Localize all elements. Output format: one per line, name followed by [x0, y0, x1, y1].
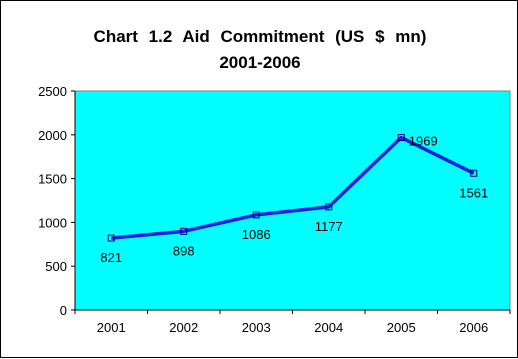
data-label: 898 — [173, 243, 195, 258]
chart-subtitle: 2001-2006 — [219, 53, 301, 72]
y-tick-label: 1000 — [38, 215, 67, 230]
data-point — [107, 234, 115, 242]
data-point — [397, 134, 405, 142]
x-tick-label: 2001 — [97, 320, 126, 335]
data-point — [180, 227, 188, 235]
y-tick-label: 2000 — [38, 128, 67, 143]
data-point — [325, 203, 333, 211]
x-tick-label: 2006 — [459, 320, 488, 335]
data-point — [470, 169, 478, 177]
data-label: 1969 — [409, 134, 438, 149]
x-tick-label: 2002 — [169, 320, 198, 335]
x-tick-label: 2003 — [242, 320, 271, 335]
data-label: 1177 — [315, 219, 343, 234]
y-tick-label: 2500 — [38, 84, 67, 99]
y-tick-label: 0 — [60, 303, 67, 318]
data-point — [252, 211, 260, 219]
plot-area — [74, 90, 511, 311]
series-line — [111, 135, 475, 240]
chart-title: Chart 1.2 Aid Commitment (US $ mn) — [93, 27, 427, 46]
data-label: 1086 — [242, 227, 271, 242]
data-label: 1561 — [459, 185, 488, 200]
data-label: 821 — [100, 250, 122, 265]
x-tick-label: 2004 — [314, 320, 343, 335]
y-tick-label: 1500 — [38, 172, 67, 187]
y-tick-label: 500 — [45, 259, 67, 274]
x-tick-label: 2005 — [387, 320, 416, 335]
